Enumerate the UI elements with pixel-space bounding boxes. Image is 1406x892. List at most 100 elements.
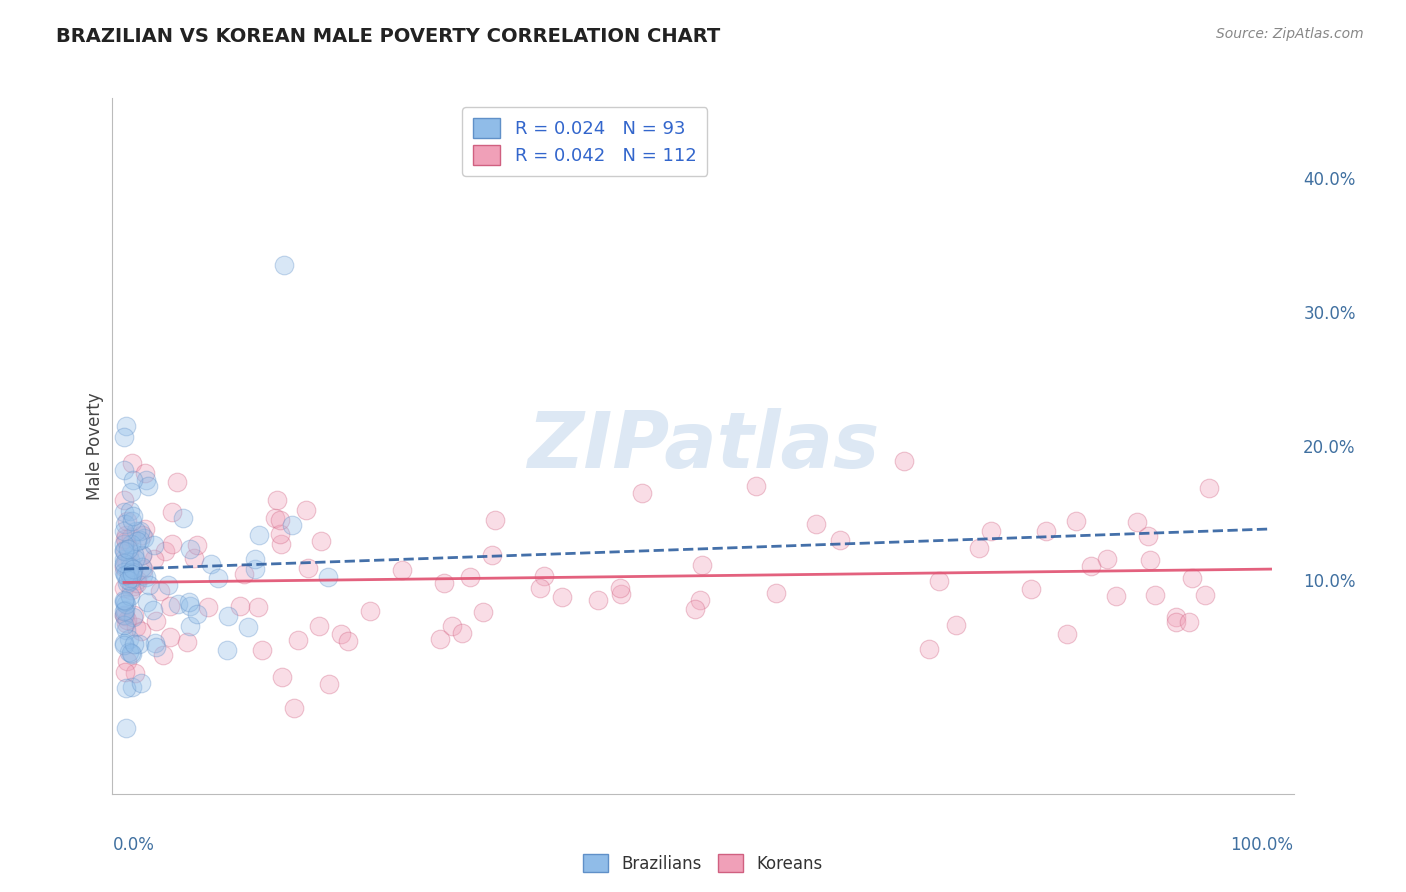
Point <box>745 479 768 493</box>
Point <box>1136 529 1159 543</box>
Point <box>159 599 181 613</box>
Point <box>218 608 240 623</box>
Point <box>529 581 551 595</box>
Point <box>124 547 146 561</box>
Point <box>269 513 291 527</box>
Point <box>124 666 146 681</box>
Point <box>117 541 139 556</box>
Point <box>112 608 135 623</box>
Text: BRAZILIAN VS KOREAN MALE POVERTY CORRELATION CHART: BRAZILIAN VS KOREAN MALE POVERTY CORRELA… <box>56 27 720 45</box>
Point <box>1056 627 1078 641</box>
Point <box>112 560 135 574</box>
Point <box>243 562 266 576</box>
Point <box>138 578 160 592</box>
Point <box>179 541 201 556</box>
Point <box>114 623 136 637</box>
Point <box>135 570 157 584</box>
Point <box>1035 524 1057 538</box>
Point <box>124 608 146 623</box>
Point <box>232 567 254 582</box>
Point <box>131 549 153 563</box>
Point <box>132 568 155 582</box>
Point <box>112 536 135 550</box>
Point <box>318 676 340 690</box>
Point <box>215 642 238 657</box>
Point <box>124 636 146 650</box>
Point <box>134 467 156 481</box>
Point <box>157 578 180 592</box>
Point <box>121 681 143 695</box>
Point <box>1181 571 1204 585</box>
Point <box>918 642 941 657</box>
Point <box>610 587 633 601</box>
Point <box>391 563 413 577</box>
Point <box>118 574 141 589</box>
Point <box>121 610 143 624</box>
Point <box>114 533 136 547</box>
Point <box>160 505 183 519</box>
Point <box>121 566 143 581</box>
Point <box>142 538 165 552</box>
Point <box>135 594 157 608</box>
Point <box>159 630 181 644</box>
Point <box>115 616 138 631</box>
Point <box>112 505 135 519</box>
Point <box>121 514 143 528</box>
Legend: Brazilians, Koreans: Brazilians, Koreans <box>576 847 830 880</box>
Point <box>246 600 269 615</box>
Point <box>112 552 135 566</box>
Point <box>129 676 152 690</box>
Point <box>765 586 787 600</box>
Point <box>179 599 201 614</box>
Point <box>125 619 148 633</box>
Point <box>1105 589 1128 603</box>
Point <box>117 645 139 659</box>
Point <box>330 627 353 641</box>
Point <box>114 568 136 582</box>
Point <box>1139 553 1161 567</box>
Y-axis label: Male Poverty: Male Poverty <box>86 392 104 500</box>
Point <box>247 527 270 541</box>
Point <box>481 548 503 562</box>
Point <box>1164 615 1187 629</box>
Point <box>112 463 135 477</box>
Point <box>551 591 574 605</box>
Point <box>155 544 177 558</box>
Point <box>114 534 136 549</box>
Point <box>127 573 149 587</box>
Point <box>118 504 141 518</box>
Point <box>118 589 141 603</box>
Point <box>112 608 135 623</box>
Point <box>135 473 157 487</box>
Point <box>1194 588 1216 602</box>
Point <box>118 632 141 647</box>
Point <box>122 562 145 576</box>
Point <box>273 259 295 273</box>
Point <box>207 571 229 585</box>
Point <box>118 544 141 558</box>
Point <box>112 604 135 618</box>
Point <box>586 593 609 607</box>
Point <box>271 670 294 684</box>
Point <box>967 541 990 555</box>
Point <box>117 573 139 587</box>
Point <box>183 550 205 565</box>
Point <box>1177 615 1199 629</box>
Point <box>250 643 273 657</box>
Point <box>129 524 152 538</box>
Point <box>122 578 145 592</box>
Point <box>243 552 266 566</box>
Point <box>112 592 135 607</box>
Point <box>115 721 138 735</box>
Point <box>186 538 208 552</box>
Point <box>269 527 291 541</box>
Point <box>441 619 464 633</box>
Point <box>145 614 167 628</box>
Point <box>122 562 145 576</box>
Point <box>429 632 451 647</box>
Point <box>152 648 174 662</box>
Point <box>112 639 135 653</box>
Point <box>236 620 259 634</box>
Point <box>166 475 188 490</box>
Point <box>120 559 142 574</box>
